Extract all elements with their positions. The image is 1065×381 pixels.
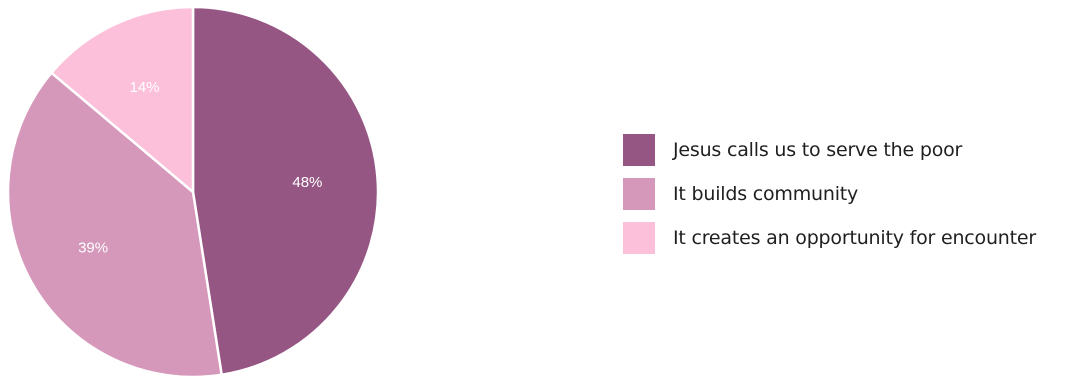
- pie-slice-builds-community: [6, 71, 223, 379]
- legend-label: Jesus calls us to serve the poor: [673, 139, 963, 161]
- legend-label: It creates an opportunity for encounter: [673, 227, 1036, 249]
- legend-swatch: [623, 134, 655, 166]
- legend-label: It builds community: [673, 183, 859, 205]
- legend-item-builds-community: It builds community: [623, 172, 1063, 216]
- pie-slice-labels: 48% 39% 14%: [78, 79, 322, 256]
- pie-slices: [6, 5, 380, 379]
- pie-slice-label-builds-community: 39%: [78, 239, 108, 256]
- legend-swatch: [623, 178, 655, 210]
- pie-slice-encounter: [50, 5, 195, 194]
- legend-item-serve-poor: Jesus calls us to serve the poor: [623, 128, 1063, 172]
- pie-slice-label-serve-poor: 48%: [292, 174, 322, 191]
- pie-slice-serve-poor: [191, 5, 380, 377]
- legend-swatch: [623, 222, 655, 254]
- legend: Jesus calls us to serve the poor It buil…: [623, 128, 1063, 260]
- pie-slice-label-encounter: 14%: [130, 79, 160, 96]
- legend-item-encounter: It creates an opportunity for encounter: [623, 216, 1063, 260]
